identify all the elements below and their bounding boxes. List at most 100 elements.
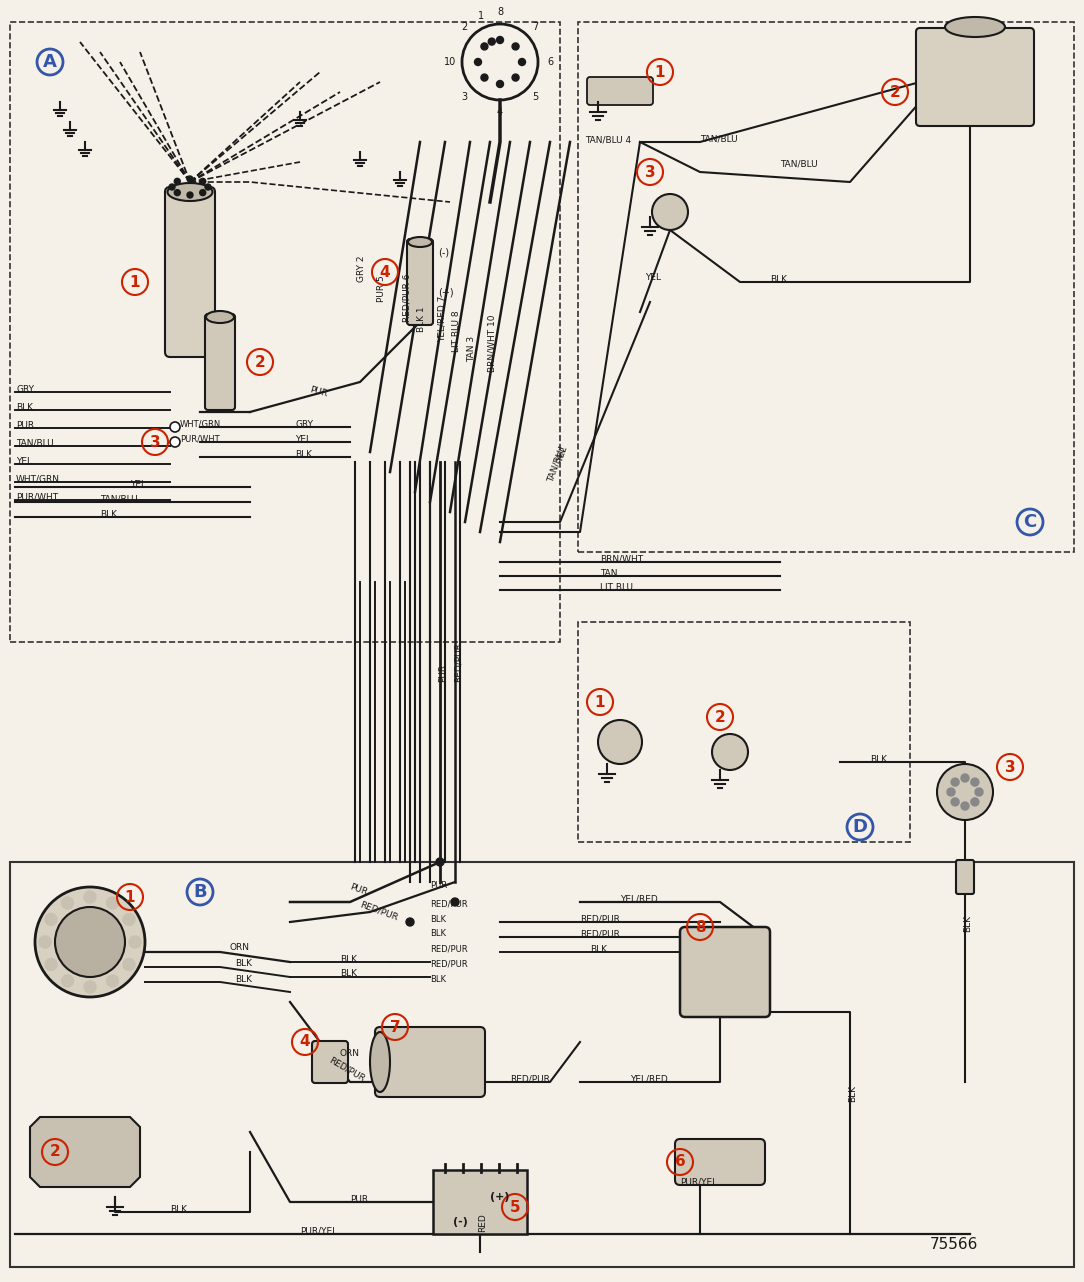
Text: TAN/BLU: TAN/BLU xyxy=(100,495,138,504)
Circle shape xyxy=(496,36,503,44)
Text: 7: 7 xyxy=(389,1019,400,1035)
Circle shape xyxy=(937,764,993,820)
Circle shape xyxy=(475,59,481,65)
Text: PUR/YEL: PUR/YEL xyxy=(300,1227,337,1236)
Text: BLK: BLK xyxy=(340,955,357,964)
Circle shape xyxy=(436,858,444,867)
Circle shape xyxy=(170,437,180,447)
Circle shape xyxy=(122,914,136,926)
Text: YEL: YEL xyxy=(645,273,661,282)
Text: 5: 5 xyxy=(532,92,539,103)
Text: 2: 2 xyxy=(50,1145,61,1159)
Text: LIT BLU 8: LIT BLU 8 xyxy=(452,310,462,353)
Text: PUR: PUR xyxy=(348,883,369,897)
Text: BLK: BLK xyxy=(430,914,446,923)
Text: PUR 5: PUR 5 xyxy=(377,276,387,303)
Ellipse shape xyxy=(945,17,1005,37)
Circle shape xyxy=(170,422,180,432)
Circle shape xyxy=(106,976,118,987)
Circle shape xyxy=(175,190,180,196)
Text: 6: 6 xyxy=(547,56,553,67)
Text: PUR/WHT: PUR/WHT xyxy=(180,435,220,444)
Text: RED/PUR: RED/PUR xyxy=(430,900,467,909)
Polygon shape xyxy=(30,1117,140,1187)
Circle shape xyxy=(46,914,57,926)
Circle shape xyxy=(35,887,145,997)
Text: PUR/WHT: PUR/WHT xyxy=(16,492,59,501)
Circle shape xyxy=(947,788,955,796)
FancyBboxPatch shape xyxy=(406,238,433,326)
Text: RED/PUR: RED/PUR xyxy=(453,642,463,682)
Text: (-): (-) xyxy=(438,247,449,256)
Circle shape xyxy=(496,81,503,87)
Text: (+): (+) xyxy=(490,1192,509,1203)
Circle shape xyxy=(951,797,959,806)
Text: 1: 1 xyxy=(595,695,605,709)
Text: BLK: BLK xyxy=(235,959,251,968)
Text: TAN/BLU 4: TAN/BLU 4 xyxy=(585,136,631,145)
FancyBboxPatch shape xyxy=(165,187,215,356)
Text: TAN 3: TAN 3 xyxy=(467,336,477,362)
Circle shape xyxy=(971,778,979,786)
Text: BLK: BLK xyxy=(170,1205,188,1214)
Text: BLK: BLK xyxy=(590,945,607,954)
Text: YEL/RED: YEL/RED xyxy=(620,895,658,904)
Circle shape xyxy=(83,891,96,903)
Text: BLK 1: BLK 1 xyxy=(417,306,426,332)
Circle shape xyxy=(39,936,51,947)
Circle shape xyxy=(406,918,414,926)
Text: YEL: YEL xyxy=(295,435,311,444)
Text: 75566: 75566 xyxy=(930,1237,979,1253)
Text: D: D xyxy=(852,818,867,836)
Text: PUR: PUR xyxy=(309,386,328,399)
Circle shape xyxy=(188,192,193,197)
Text: 1: 1 xyxy=(478,10,485,21)
FancyBboxPatch shape xyxy=(433,1170,527,1235)
Text: 3: 3 xyxy=(645,164,656,179)
Text: 2: 2 xyxy=(890,85,901,100)
Circle shape xyxy=(651,194,688,229)
FancyBboxPatch shape xyxy=(375,1027,485,1097)
Circle shape xyxy=(55,906,125,977)
Text: BLK: BLK xyxy=(340,969,357,978)
Text: GRY: GRY xyxy=(295,419,313,428)
Circle shape xyxy=(518,59,526,65)
FancyBboxPatch shape xyxy=(916,28,1034,126)
Circle shape xyxy=(169,185,175,190)
Circle shape xyxy=(512,74,519,81)
Text: (-): (-) xyxy=(452,1217,467,1227)
FancyBboxPatch shape xyxy=(312,1041,348,1083)
Text: 2: 2 xyxy=(714,709,725,724)
FancyBboxPatch shape xyxy=(205,314,235,410)
Circle shape xyxy=(971,797,979,806)
Circle shape xyxy=(129,936,141,947)
Text: 4: 4 xyxy=(379,264,390,279)
Circle shape xyxy=(46,959,57,970)
Circle shape xyxy=(106,897,118,909)
Ellipse shape xyxy=(370,1032,390,1092)
Text: PUR: PUR xyxy=(350,1195,369,1204)
Text: BRN/WHT: BRN/WHT xyxy=(601,555,643,564)
Text: 6: 6 xyxy=(674,1155,685,1169)
Circle shape xyxy=(205,185,211,190)
FancyBboxPatch shape xyxy=(588,77,653,105)
Text: BLK: BLK xyxy=(235,974,251,983)
Text: YEL: YEL xyxy=(16,456,33,465)
Text: RED/PUR: RED/PUR xyxy=(430,959,467,968)
Ellipse shape xyxy=(408,237,433,247)
Text: BLK: BLK xyxy=(430,974,446,983)
Text: TAN/BLU: TAN/BLU xyxy=(700,135,737,144)
Text: 3: 3 xyxy=(462,92,467,103)
Text: RED/PUR: RED/PUR xyxy=(327,1055,366,1083)
Text: YEL/RED 7: YEL/RED 7 xyxy=(438,296,447,342)
Text: TAN/BLU: TAN/BLU xyxy=(545,445,567,483)
Text: WHT/GRN: WHT/GRN xyxy=(180,419,221,428)
Text: BRN/WHT 10: BRN/WHT 10 xyxy=(488,314,496,372)
Text: 4: 4 xyxy=(496,106,503,117)
Circle shape xyxy=(451,897,459,906)
Text: 1: 1 xyxy=(125,890,136,905)
Circle shape xyxy=(975,788,983,796)
Text: RED/PUR: RED/PUR xyxy=(580,929,620,938)
Text: BLK: BLK xyxy=(295,450,312,459)
Circle shape xyxy=(512,42,519,50)
